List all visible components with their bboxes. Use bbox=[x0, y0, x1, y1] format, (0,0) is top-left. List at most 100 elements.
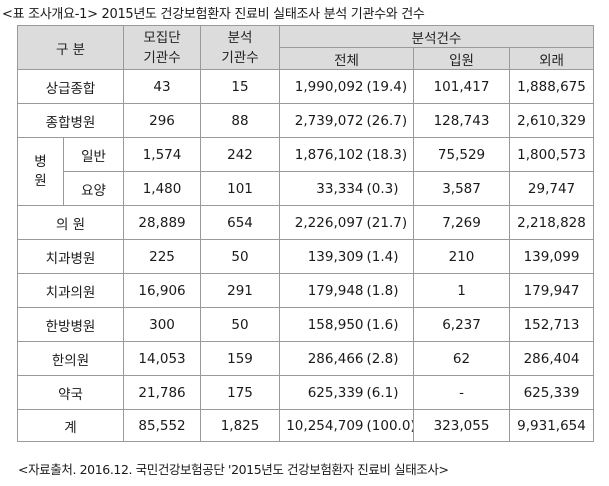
cell-inpatient: 3,587 bbox=[413, 171, 511, 206]
cell-analyzed: 101 bbox=[200, 171, 281, 206]
cell-recruited: 43 bbox=[123, 69, 202, 104]
cell-total: 158,950 bbox=[279, 307, 366, 342]
cell-analyzed: 291 bbox=[200, 273, 281, 308]
cell-outpatient: 625,339 bbox=[509, 375, 595, 410]
row-label: 한의원 bbox=[16, 341, 125, 376]
cell-outpatient: 2,610,329 bbox=[509, 103, 595, 138]
header-recruited: 모집단 기관수 bbox=[123, 25, 202, 70]
cell-recruited: 300 bbox=[123, 307, 202, 342]
cell-inpatient: 1 bbox=[413, 273, 511, 308]
row-label: 의 원 bbox=[16, 205, 125, 240]
hospital-group-label: 병 원 bbox=[17, 137, 64, 206]
cell-recruited: 85,552 bbox=[123, 409, 202, 442]
cell-total: 139,309 bbox=[279, 239, 366, 274]
cell-analyzed: 88 bbox=[200, 103, 281, 138]
table-row: 병 원 일반 1,574 242 1,876,102 (18.3) 75,529… bbox=[17, 137, 595, 206]
table-row: 한의원 14,053 159 286,466 (2.8) 62 286,404 bbox=[16, 341, 595, 376]
cell-total-pct: (18.3) bbox=[365, 137, 415, 172]
header-inpatient: 입원 bbox=[413, 47, 511, 70]
cell-outpatient: 2,218,828 bbox=[509, 205, 595, 240]
row-label: 치과병원 bbox=[16, 239, 125, 274]
row-label: 일반 bbox=[62, 137, 125, 172]
header-category: 구 분 bbox=[16, 25, 125, 70]
cell-total-pct: (19.4) bbox=[365, 69, 415, 104]
cell-total-pct: (6.1) bbox=[365, 375, 415, 410]
cell-analyzed: 1,825 bbox=[200, 409, 281, 442]
header-row-1: 구 분 모집단 기관수 분석 기관수 분석건수 bbox=[16, 25, 595, 70]
cell-analyzed: 175 bbox=[200, 375, 281, 410]
cell-inpatient: 323,055 bbox=[413, 409, 511, 442]
table-row: 종합병원 296 88 2,739,072 (26.7) 128,743 2,6… bbox=[16, 103, 595, 138]
cell-total-pct: (1.6) bbox=[365, 307, 415, 342]
cell-analyzed: 50 bbox=[200, 239, 281, 274]
header-cases: 분석건수 bbox=[279, 25, 595, 48]
cell-outpatient: 179,947 bbox=[509, 273, 595, 308]
table-row: 치과병원 225 50 139,309 (1.4) 210 139,099 bbox=[16, 239, 595, 274]
row-label: 요양 bbox=[62, 171, 125, 206]
cell-total: 1,876,102 bbox=[279, 137, 366, 172]
table-row: 의 원 28,889 654 2,226,097 (21.7) 7,269 2,… bbox=[16, 205, 595, 240]
row-label: 약국 bbox=[16, 375, 125, 410]
table-row: 치과의원 16,906 291 179,948 (1.8) 1 179,947 bbox=[16, 273, 595, 308]
cell-inpatient: 128,743 bbox=[413, 103, 511, 138]
header-analyzed: 분석 기관수 bbox=[200, 25, 281, 70]
row-label: 계 bbox=[16, 409, 125, 442]
cell-total: 10,254,709 bbox=[279, 409, 366, 442]
cell-recruited: 1,574 bbox=[123, 137, 202, 172]
row-label: 치과의원 bbox=[16, 273, 125, 308]
cell-inpatient: - bbox=[413, 375, 511, 410]
cell-total-pct: (26.7) bbox=[365, 103, 415, 138]
cell-outpatient: 1,800,573 bbox=[509, 137, 595, 172]
table-row: 약국 21,786 175 625,339 (6.1) - 625,339 bbox=[16, 375, 595, 410]
cell-total-pct: (1.8) bbox=[365, 273, 415, 308]
cell-analyzed: 654 bbox=[200, 205, 281, 240]
cell-outpatient: 286,404 bbox=[509, 341, 595, 376]
cell-inpatient: 7,269 bbox=[413, 205, 511, 240]
table-row: 한방병원 300 50 158,950 (1.6) 6,237 152,713 bbox=[16, 307, 595, 342]
cell-recruited: 16,906 bbox=[123, 273, 202, 308]
cell-total: 625,339 bbox=[279, 375, 366, 410]
table-caption: <표 조사개요-1> 2015년도 건강보험환자 진료비 실태조사 분석 기관수… bbox=[2, 7, 425, 22]
cell-outpatient: 152,713 bbox=[509, 307, 595, 342]
header-recruited-line1: 모집단 bbox=[143, 29, 181, 46]
cell-outpatient: 139,099 bbox=[509, 239, 595, 274]
cell-recruited: 14,053 bbox=[123, 341, 202, 376]
cell-recruited: 225 bbox=[123, 239, 202, 274]
cell-total: 286,466 bbox=[279, 341, 366, 376]
cell-inpatient: 62 bbox=[413, 341, 511, 376]
cell-recruited: 296 bbox=[123, 103, 202, 138]
cell-total: 2,739,072 bbox=[279, 103, 366, 138]
cell-outpatient: 9,931,654 bbox=[509, 409, 595, 442]
row-label: 종합병원 bbox=[16, 103, 125, 138]
cell-analyzed: 15 bbox=[200, 69, 281, 104]
cell-inpatient: 75,529 bbox=[413, 137, 511, 172]
cell-inpatient: 101,417 bbox=[413, 69, 511, 104]
source-note: <자료출처. 2016.12. 국민건강보험공단 '2015년도 건강보험환자 … bbox=[18, 462, 449, 477]
cell-total: 2,226,097 bbox=[279, 205, 366, 240]
cell-total-pct: (21.7) bbox=[365, 205, 415, 240]
header-total: 전체 bbox=[279, 47, 415, 70]
cell-analyzed: 242 bbox=[200, 137, 281, 172]
total-row: 계 85,552 1,825 10,254,709 (100.0) 323,05… bbox=[16, 409, 595, 442]
cell-recruited: 1,480 bbox=[123, 171, 202, 206]
analysis-table: 구 분 모집단 기관수 분석 기관수 분석건수 전체 입원 외래 상급종합 bbox=[16, 25, 595, 442]
cell-total: 1,990,092 bbox=[279, 69, 366, 104]
cell-total-pct: (0.3) bbox=[365, 171, 415, 206]
table-row: 상급종합 43 15 1,990,092 (19.4) 101,417 1,88… bbox=[16, 69, 595, 104]
cell-outpatient: 29,747 bbox=[509, 171, 595, 206]
header-analyzed-line1: 분석 bbox=[227, 29, 253, 46]
cell-total-pct: (1.4) bbox=[365, 239, 415, 274]
cell-analyzed: 50 bbox=[200, 307, 281, 342]
row-label: 상급종합 bbox=[16, 69, 125, 104]
cell-recruited: 28,889 bbox=[123, 205, 202, 240]
hospital-group-line1: 병 bbox=[34, 153, 47, 170]
header-row-2: 전체 입원 외래 bbox=[18, 47, 595, 70]
table-row: 요양 1,480 101 33,334 (0.3) 3,587 29,747 bbox=[18, 171, 595, 206]
cell-total-pct: (2.8) bbox=[365, 341, 415, 376]
cell-total: 179,948 bbox=[279, 273, 366, 308]
header-analyzed-line2: 기관수 bbox=[221, 49, 259, 66]
cell-inpatient: 6,237 bbox=[413, 307, 511, 342]
row-label: 한방병원 bbox=[16, 307, 125, 342]
hospital-group-line2: 원 bbox=[34, 172, 47, 189]
